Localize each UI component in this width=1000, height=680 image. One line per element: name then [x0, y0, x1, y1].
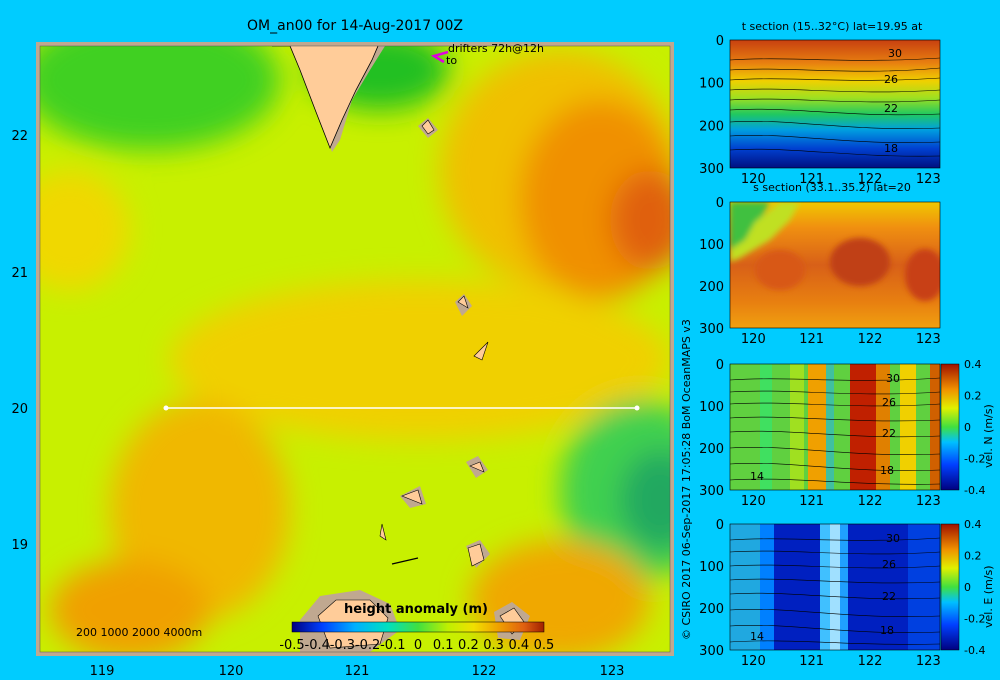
colorbar-title: height anomaly (m) — [344, 602, 488, 617]
contour-label: 30 — [886, 532, 900, 545]
panel-x-tick-label: 123 — [916, 172, 941, 187]
panel-x-tick-label: 121 — [799, 172, 824, 187]
panel-x-tick-label: 120 — [741, 494, 766, 509]
colorbar-tick-label: 0.4 — [964, 358, 982, 371]
contour-label: 26 — [884, 73, 898, 86]
contour-label: 18 — [880, 464, 894, 477]
panel-y-tick-label: 100 — [699, 560, 724, 575]
colorbar-tick-label: -0.1 — [380, 638, 405, 653]
colorbar-tick-label: 0.2 — [964, 390, 982, 403]
panel-t-section: t section (15..32°C) lat=19.95 at 30 26 … — [729, 20, 941, 169]
panel-y-tick-label: 300 — [699, 162, 724, 177]
colorbar-tick-label: 0.1 — [433, 638, 454, 653]
colorbar-tick-label: 0.4 — [964, 518, 982, 531]
panel-x-tick-label: 120 — [741, 332, 766, 347]
panel-y-tick-label: 0 — [716, 518, 724, 533]
colorbar-tick-label: 0.4 — [508, 638, 529, 653]
panel-vel-e: 30 26 22 18 14 vel. E (m/s) — [729, 523, 995, 651]
colorbar-title: vel. E (m/s) — [982, 565, 995, 628]
panel-x-tick-label: 120 — [741, 654, 766, 669]
contour-label: 30 — [886, 372, 900, 385]
colorbar-tick-label: 0.3 — [483, 638, 504, 653]
panel-x-tick-label: 122 — [858, 654, 883, 669]
panel-title: t section (15..32°C) lat=19.95 at — [742, 20, 923, 33]
vel-e-colorbar — [940, 523, 960, 651]
x-tick-label: 120 — [219, 664, 244, 679]
panel-x-tick-label: 121 — [799, 332, 824, 347]
colorbar-tick-label: -0.4 — [305, 638, 330, 653]
contour-label: 18 — [884, 142, 898, 155]
main-colorbar: height anomaly (m) -0.5 -0.4 -0.3 -0.2 -0.1 0… — [279, 602, 554, 653]
panel-vel-n: 30 26 22 18 14 vel. N (m/s) — [729, 363, 995, 491]
contour-label: 22 — [884, 102, 898, 115]
colorbar-tick-label: 0 — [964, 421, 971, 434]
contour-label: 26 — [882, 558, 896, 571]
colorbar-tick-label: -0.3 — [330, 638, 355, 653]
colorbar-tick-label: -0.2 — [964, 453, 985, 466]
panel-x-tick-label: 120 — [741, 172, 766, 187]
main-title: OM_an00 for 14-Aug-2017 00Z — [247, 18, 463, 34]
panel-x-tick-label: 122 — [858, 332, 883, 347]
panel-y-tick-label: 0 — [716, 196, 724, 211]
colorbar-tick-label: 0.2 — [458, 638, 479, 653]
colorbar-tick-label: -0.5 — [279, 638, 304, 653]
main-x-axis: 119 120 121 122 123 — [90, 664, 625, 679]
panel-x-tick-label: 121 — [799, 494, 824, 509]
drifters-sub-label: to — [446, 54, 457, 67]
depth-legend: 200 1000 2000 4000m — [76, 626, 202, 639]
contour-label: 26 — [882, 396, 896, 409]
panel-y-tick-label: 300 — [699, 322, 724, 337]
panel-x-tick-label: 123 — [916, 654, 941, 669]
contour-label: 14 — [750, 470, 764, 483]
panel-y-tick-label: 200 — [699, 280, 724, 295]
colorbar-title: vel. N (m/s) — [982, 404, 995, 468]
vel-n-colorbar — [940, 363, 960, 491]
colorbar-tick-label: 0 — [414, 638, 422, 653]
section-line-end — [634, 405, 640, 411]
colorbar-tick-label: -0.4 — [964, 484, 985, 497]
credit-text: © CSIRO 2017 06-Sep-2017 17:05:28 BoM Oc… — [680, 319, 693, 640]
panel-x-tick-label: 122 — [858, 494, 883, 509]
panel-x-tick-label: 122 — [858, 172, 883, 187]
colorbar-tick-label: -0.2 — [964, 613, 985, 626]
colorbar-tick-label: -0.2 — [355, 638, 380, 653]
y-tick-label: 21 — [11, 266, 28, 281]
contour-label: 22 — [882, 427, 896, 440]
contour-label: 14 — [750, 630, 764, 643]
panel-y-tick-label: 200 — [699, 119, 724, 134]
panel-x-tick-label: 121 — [799, 654, 824, 669]
colorbar-tick-label: 0.2 — [964, 550, 982, 563]
panel-y-tick-label: 0 — [716, 34, 724, 49]
panel-y-tick-label: 100 — [699, 77, 724, 92]
colorbar-tick-label: 0.5 — [534, 638, 555, 653]
panel-y-tick-label: 200 — [699, 442, 724, 457]
drifters-label: drifters 72h@12h — [448, 42, 544, 55]
panel-x-tick-label: 123 — [916, 494, 941, 509]
y-tick-label: 19 — [11, 538, 28, 553]
panel-y-tick-label: 300 — [699, 644, 724, 659]
colorbar-tick-label: 0 — [964, 581, 971, 594]
panel-y-tick-label: 100 — [699, 400, 724, 415]
y-tick-label: 22 — [11, 129, 28, 144]
main-map: OM_an00 for 14-Aug-2017 00Z drifters 72h… — [11, 18, 674, 679]
contour-label: 22 — [882, 590, 896, 603]
panel-x-tick-label: 123 — [916, 332, 941, 347]
contour-label: 30 — [888, 47, 902, 60]
main-y-axis: 22 21 20 19 — [11, 129, 28, 553]
x-tick-label: 119 — [90, 664, 115, 679]
x-tick-label: 123 — [600, 664, 625, 679]
panel-y-tick-label: 100 — [699, 238, 724, 253]
contour-label: 18 — [880, 624, 894, 637]
panel-y-tick-label: 200 — [699, 602, 724, 617]
panel-title: s section (33.1..35.2) lat=20 — [753, 181, 911, 194]
x-tick-label: 122 — [472, 664, 497, 679]
y-tick-label: 20 — [11, 402, 28, 417]
panel-s-section: s section (33.1..35.2) lat=20 — [729, 181, 941, 329]
panel-y-tick-label: 0 — [716, 358, 724, 373]
panel-y-tick-label: 300 — [699, 484, 724, 499]
colorbar-tick-label: -0.4 — [964, 644, 985, 657]
x-tick-label: 121 — [345, 664, 370, 679]
section-line-start — [163, 405, 169, 411]
